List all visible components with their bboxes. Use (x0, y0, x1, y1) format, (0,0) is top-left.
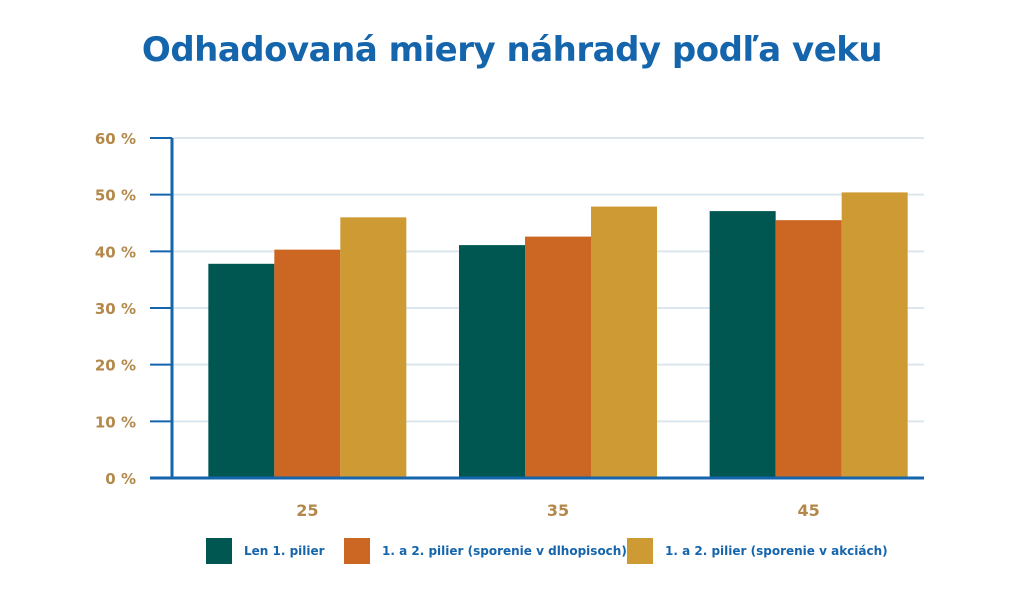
chart-title: Odhadovaná miery náhrady podľa veku (141, 30, 883, 70)
x-tick-label: 25 (296, 501, 318, 520)
y-tick-label: 40 % (95, 243, 136, 261)
bar (459, 245, 525, 478)
legend-item: 1. a 2. pilier (sporenie v akciách) (627, 537, 888, 565)
y-tick-label: 30 % (95, 300, 136, 318)
bar (841, 192, 908, 478)
bar (775, 220, 842, 478)
bars (208, 192, 908, 479)
tick-labels: 0 % 10 % 20 % 30 % 40 % 50 % 60 % 25 35 45 (95, 130, 820, 520)
y-tick-label: 20 % (95, 357, 136, 375)
y-tick-label: 60 % (95, 130, 136, 148)
axes (150, 137, 924, 480)
legend-item: Len 1. pilier (206, 537, 325, 565)
x-tick-label: 45 (798, 501, 820, 520)
legend-swatch (627, 538, 653, 564)
bar (340, 217, 407, 479)
bar (709, 211, 776, 478)
legend-label: 1. a 2. pilier (sporenie v akciách) (665, 544, 888, 558)
legend-label: 1. a 2. pilier (sporenie v dlhopisoch) (382, 544, 627, 558)
legend: Len 1. pilier 1. a 2. pilier (sporenie v … (0, 537, 1024, 567)
legend-label: Len 1. pilier (244, 544, 325, 558)
x-tick-label: 35 (547, 501, 569, 520)
legend-item: 1. a 2. pilier (sporenie v dlhopisoch) (344, 537, 627, 565)
y-tick-label: 50 % (95, 187, 136, 205)
bar (525, 236, 591, 478)
bar (208, 263, 275, 478)
bar (591, 206, 657, 479)
legend-swatch (344, 538, 370, 564)
bar (274, 249, 341, 478)
y-tick-label: 0 % (105, 470, 136, 488)
legend-swatch (206, 538, 232, 564)
y-tick-label: 10 % (95, 413, 136, 431)
